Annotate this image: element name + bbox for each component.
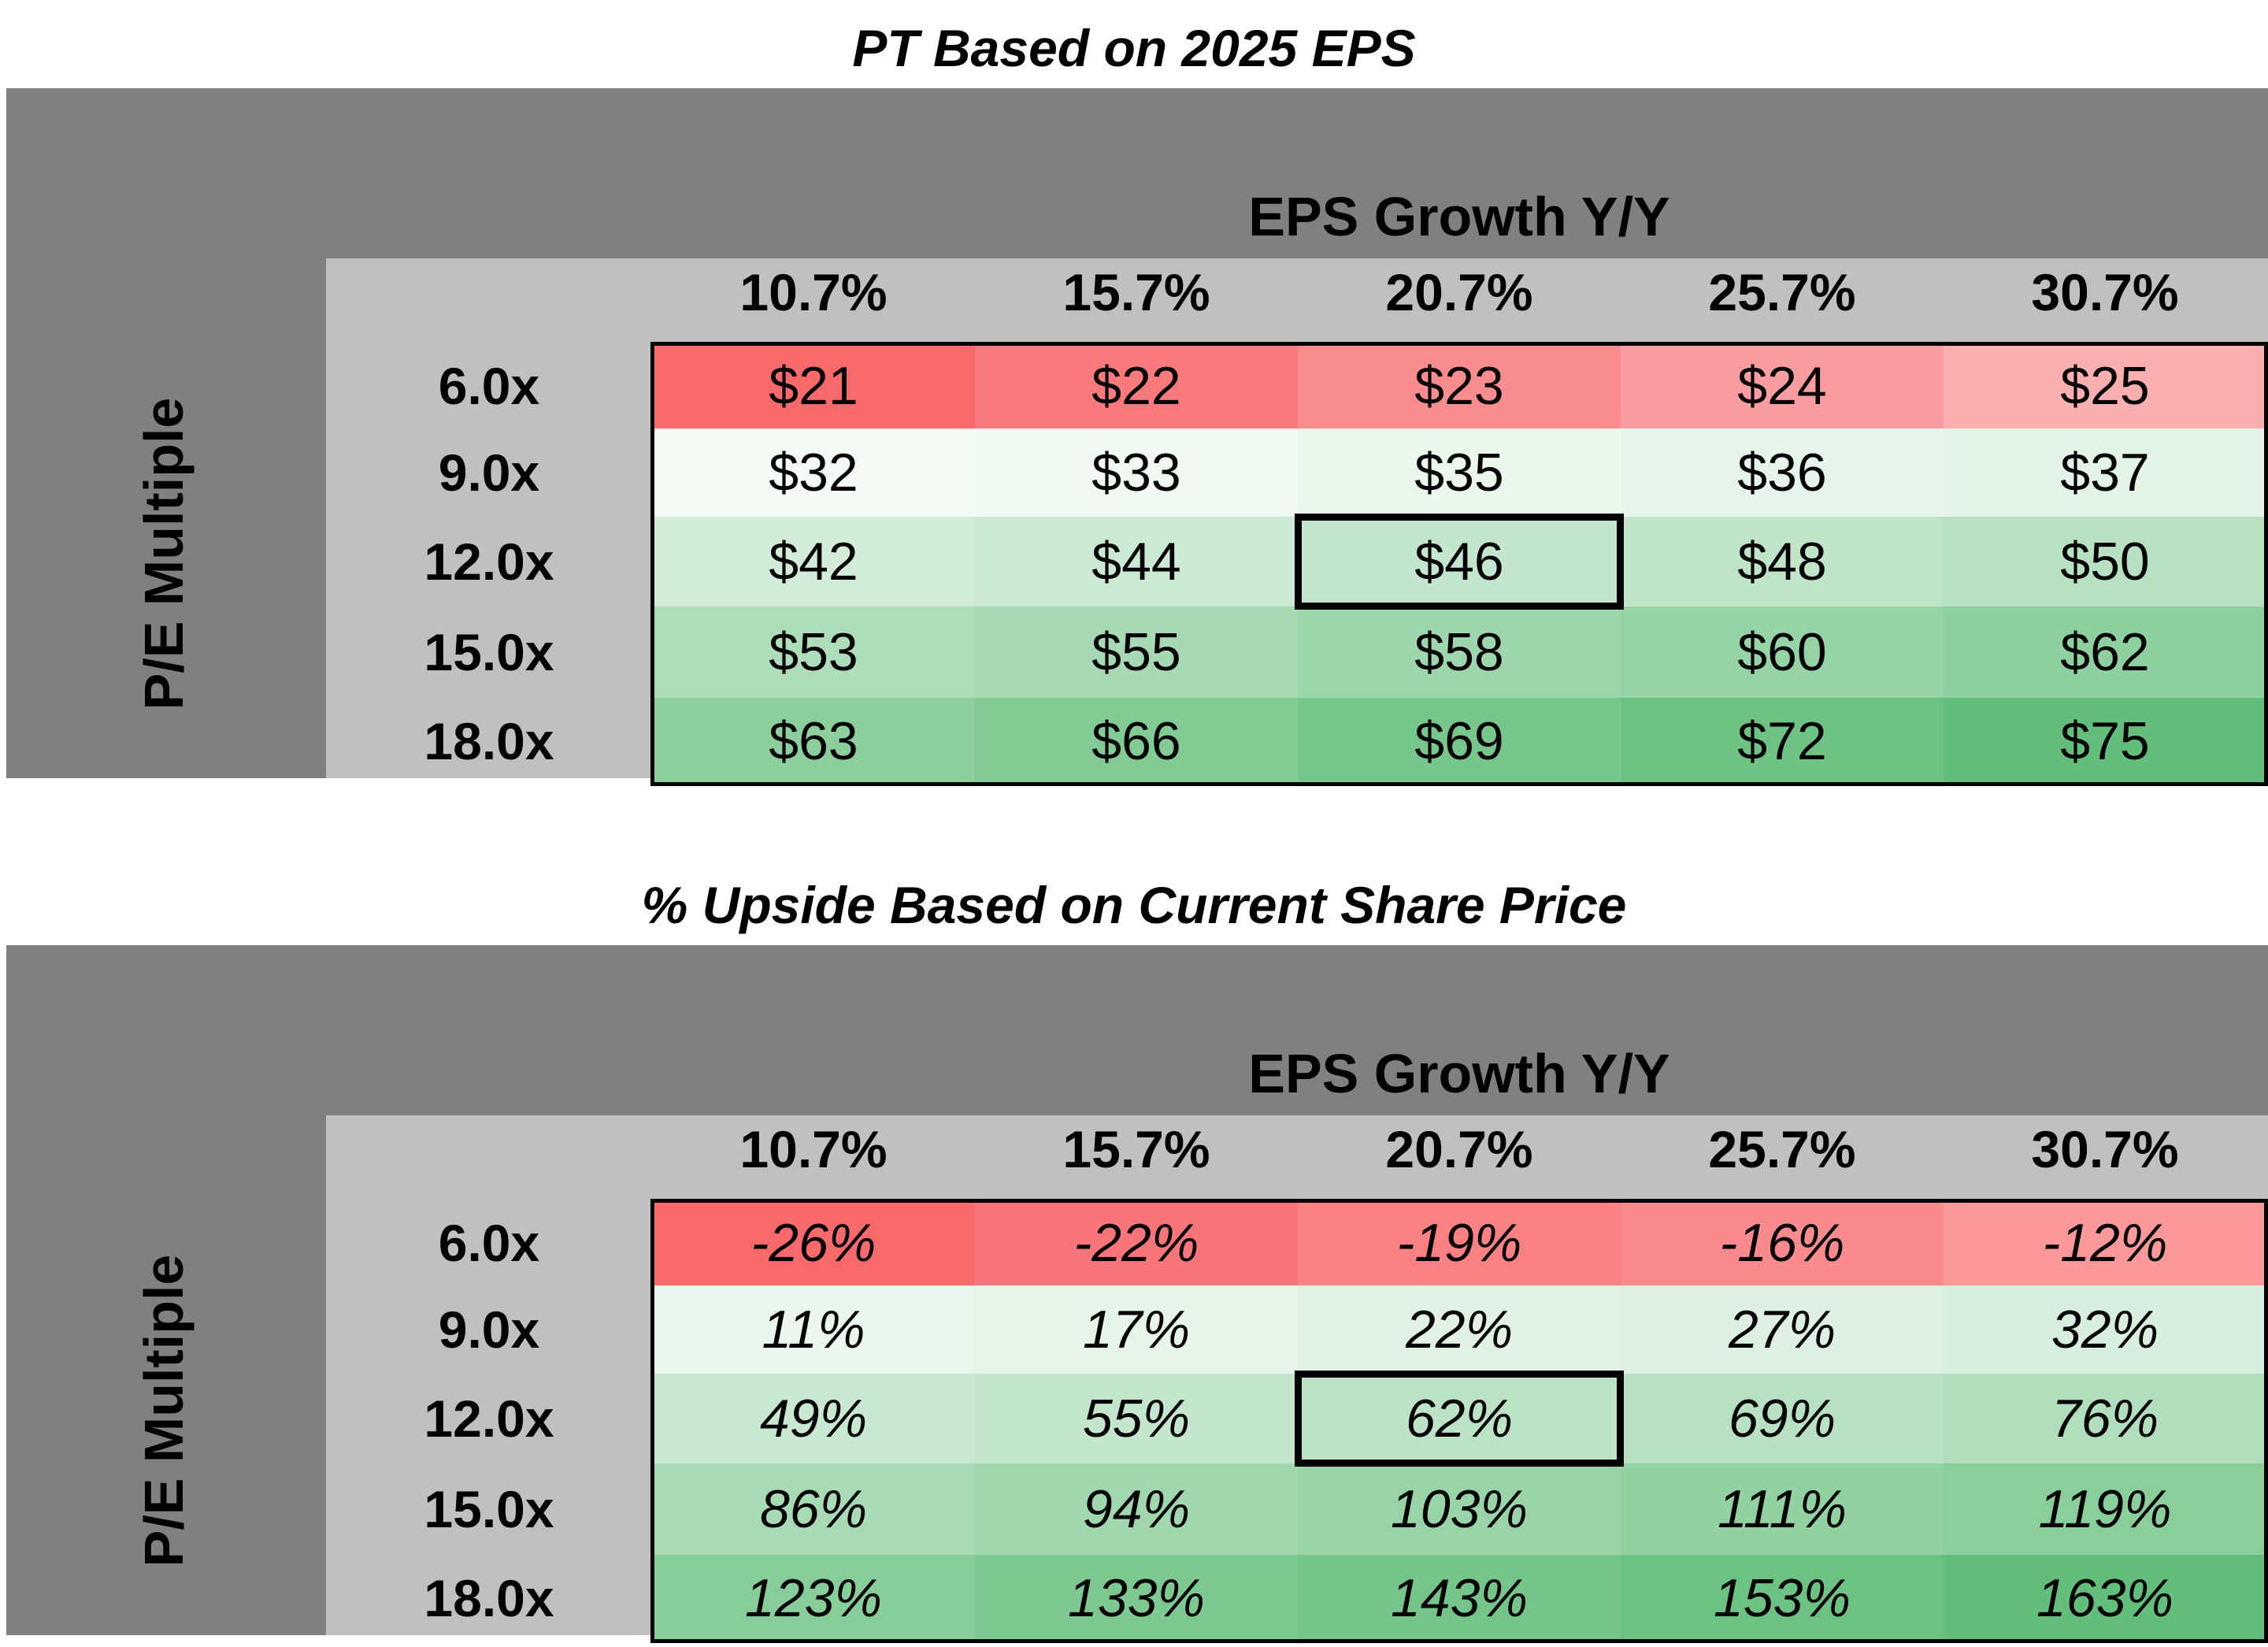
- heatmap-cell: 103%: [1298, 1463, 1621, 1555]
- row-header: 18.0x: [424, 712, 554, 770]
- heatmap-cell: 133%: [975, 1555, 1298, 1641]
- column-header: 15.7%: [1062, 263, 1210, 321]
- heatmap-cell: $21: [652, 343, 975, 428]
- heatmap-cell: $22: [975, 343, 1298, 428]
- heatmap-cell: $69: [1298, 698, 1621, 785]
- heatmap-cell: 163%: [1944, 1555, 2266, 1641]
- column-header: 25.7%: [1708, 1120, 1856, 1178]
- heatmap-cell: 32%: [1944, 1285, 2266, 1374]
- row-header: 9.0x: [438, 443, 540, 502]
- heatmap-cell: 22%: [1298, 1285, 1621, 1374]
- heatmap-cell: 153%: [1621, 1555, 1944, 1641]
- column-header: 30.7%: [2031, 1120, 2179, 1178]
- heatmap-cell: 11%: [652, 1285, 975, 1374]
- heatmap-cell: 76%: [1944, 1374, 2266, 1463]
- heatmap-cell: -16%: [1621, 1200, 1944, 1285]
- heatmap-cell: $50: [1944, 517, 2266, 606]
- panel-price-target: EPS Growth Y/Y P/E Multiple 10.7% 15.7% 20.7…: [6, 88, 2268, 786]
- heatmap-cell: $36: [1621, 428, 1944, 517]
- row-header: 12.0x: [424, 532, 554, 591]
- heatmap-cell: 55%: [975, 1374, 1298, 1463]
- heatmap-cell: 94%: [975, 1463, 1298, 1555]
- heatmap-cell: 69%: [1621, 1374, 1944, 1463]
- heatmap-cell: 119%: [1944, 1463, 2266, 1555]
- heatmap-cell: $24: [1621, 343, 1944, 428]
- row-header: 15.0x: [424, 623, 554, 681]
- heatmap-cell: 86%: [652, 1463, 975, 1555]
- chart-title-price-target: PT Based on 2025 EPS: [852, 19, 1416, 77]
- column-header: 20.7%: [1385, 1120, 1533, 1178]
- heatmap-cell: $58: [1298, 606, 1621, 698]
- heatmap-cell: 62%: [1298, 1374, 1621, 1463]
- column-header: 10.7%: [739, 1120, 888, 1178]
- heatmap-cell: $75: [1944, 698, 2266, 785]
- heatmap-cell: -26%: [652, 1200, 975, 1285]
- heatmap-cell: 17%: [975, 1285, 1298, 1374]
- heatmap-cell: $60: [1621, 606, 1944, 698]
- column-header: 15.7%: [1062, 1120, 1210, 1178]
- column-header: 10.7%: [739, 263, 888, 321]
- heatmap-cell: $42: [652, 517, 975, 606]
- heatmap-cell: $46: [1298, 517, 1621, 606]
- row-header: 12.0x: [424, 1389, 554, 1448]
- heatmap-cell: $53: [652, 606, 975, 698]
- row-header: 6.0x: [438, 357, 540, 415]
- heatmap-cell: $32: [652, 428, 975, 517]
- column-header: 25.7%: [1708, 263, 1856, 321]
- heatmap-cell: -22%: [975, 1200, 1298, 1285]
- chart-title-upside: % Upside Based on Current Share Price: [641, 876, 1627, 934]
- panel-upside: EPS Growth Y/Y P/E Multiple 10.7% 15.7% 20.7…: [6, 945, 2268, 1643]
- row-header: 18.0x: [424, 1569, 554, 1627]
- column-header: 20.7%: [1385, 263, 1533, 321]
- row-axis-title: P/E Multiple: [133, 1254, 195, 1567]
- heatmap-cell: 49%: [652, 1374, 975, 1463]
- row-header: 6.0x: [438, 1214, 540, 1272]
- heatmap-cell: $72: [1621, 698, 1944, 785]
- heatmap-cell: -19%: [1298, 1200, 1621, 1285]
- heatmap-cell: $33: [975, 428, 1298, 517]
- heatmap-cell: $44: [975, 517, 1298, 606]
- heatmap-cell: $37: [1944, 428, 2266, 517]
- column-axis-title: EPS Growth Y/Y: [1248, 186, 1670, 247]
- heatmap-cell: $25: [1944, 343, 2266, 428]
- row-axis-title: P/E Multiple: [133, 397, 195, 710]
- heatmap-cell: $35: [1298, 428, 1621, 517]
- heatmap-cell: $62: [1944, 606, 2266, 698]
- heatmap-cell: -12%: [1944, 1200, 2266, 1285]
- row-header: 9.0x: [438, 1300, 540, 1359]
- row-header: 15.0x: [424, 1480, 554, 1538]
- heatmap-cell: $66: [975, 698, 1298, 785]
- heatmap-cell: $48: [1621, 517, 1944, 606]
- column-header: 30.7%: [2031, 263, 2179, 321]
- column-axis-title: EPS Growth Y/Y: [1248, 1043, 1670, 1104]
- heatmap-cell: 27%: [1621, 1285, 1944, 1374]
- heatmap-cell: 111%: [1621, 1463, 1944, 1555]
- heatmap-cell: $55: [975, 606, 1298, 698]
- heatmap-cell: $23: [1298, 343, 1621, 428]
- heatmap-cell: $63: [652, 698, 975, 785]
- heatmap-cell: 143%: [1298, 1555, 1621, 1641]
- heatmap-cell: 123%: [652, 1555, 975, 1641]
